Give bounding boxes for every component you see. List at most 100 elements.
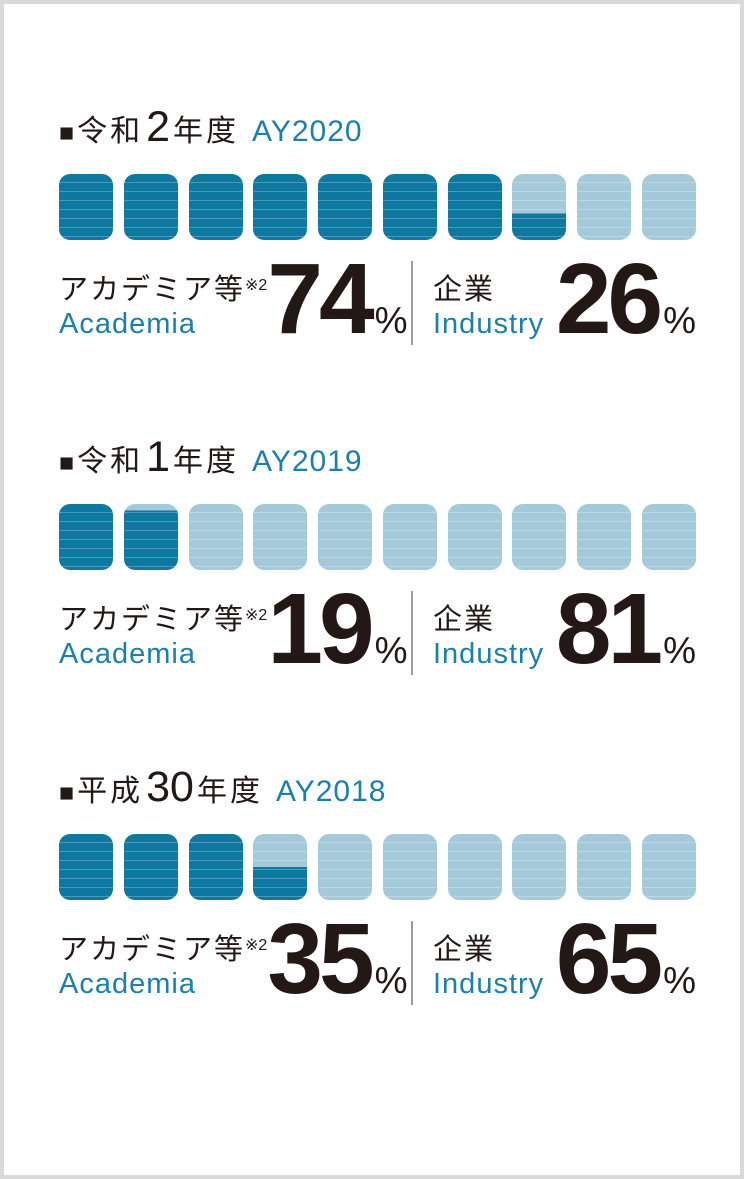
stats-row: アカデミア等※2 Academia 74 % 企業 Industry 26 % — [59, 243, 696, 355]
unit-block — [447, 834, 502, 900]
era-suffix: 年度 — [173, 445, 240, 478]
vertical-divider — [411, 921, 413, 1005]
percent-sign: % — [374, 959, 408, 1001]
footnote-ref: ※2 — [245, 937, 268, 955]
industry-label-en: Industry — [433, 307, 545, 340]
stats-row: アカデミア等※2 Academia 35 % 企業 Industry 65 % — [59, 903, 696, 1015]
academia-label-jp: アカデミア等※2 — [59, 274, 268, 307]
footnote-ref: ※2 — [245, 277, 268, 295]
academia-percent-number: 74 — [267, 243, 374, 355]
academic-year-label: AY2020 — [252, 115, 363, 148]
era-suffix: 年度 — [196, 775, 263, 808]
industry-labels: 企業 Industry — [433, 604, 544, 671]
academia-percent-number: 35 — [267, 903, 374, 1015]
square-bullet-icon: ■ — [59, 779, 75, 807]
unit-block — [318, 834, 373, 900]
era-prefix: 令和 — [77, 445, 144, 478]
academia-stat: アカデミア等※2 Academia 19 % — [59, 573, 411, 685]
percent-sign: % — [663, 299, 696, 341]
square-bullet-icon: ■ — [59, 449, 75, 477]
academia-label-en: Academia — [59, 637, 196, 670]
unit-block — [188, 174, 243, 240]
year-heading: ■ 令和 1 年度 AY2019 — [59, 433, 688, 482]
unit-block — [641, 834, 696, 900]
percent-sign: % — [374, 629, 408, 671]
industry-value: 81 % — [555, 573, 696, 685]
academia-label-en: Academia — [59, 307, 196, 340]
stats-row: アカデミア等※2 Academia 19 % 企業 Industry 81 % — [59, 573, 696, 685]
industry-labels: 企業 Industry — [433, 274, 544, 341]
unit-block — [123, 174, 178, 240]
academia-label-en: Academia — [59, 967, 196, 1000]
unit-block — [318, 174, 373, 240]
industry-label-en: Industry — [433, 637, 545, 670]
academia-label-jp: アカデミア等※2 — [59, 604, 268, 637]
era-prefix: 令和 — [77, 115, 144, 148]
industry-percent-number: 81 — [555, 573, 663, 685]
unit-pictograph-row — [59, 174, 696, 240]
academia-percent-number: 19 — [267, 573, 374, 685]
percent-sign: % — [663, 959, 696, 1001]
unit-block — [188, 504, 243, 570]
unit-block — [577, 504, 632, 570]
academia-labels: アカデミア等※2 Academia — [59, 934, 267, 1001]
academic-year-label: AY2018 — [275, 775, 387, 808]
era-number: 1 — [146, 433, 171, 481]
unit-block — [59, 834, 113, 900]
unit-block — [188, 834, 243, 900]
academia-value: 35 % — [267, 903, 408, 1015]
year-section-ay2018: ■ 平成 30 年度 AY2018 アカデミア等※2 Academia 35 % — [59, 763, 696, 1009]
year-section-ay2020: ■ 令和 2 年度 AY2020 アカデミア等※2 Academia 74 % — [59, 103, 696, 349]
industry-stat: 企業 Industry 26 % — [413, 243, 696, 355]
unit-block — [641, 504, 696, 570]
year-heading: ■ 平成 30 年度 AY2018 — [59, 763, 688, 812]
unit-block — [253, 834, 308, 900]
vertical-divider — [411, 591, 413, 675]
academia-value: 19 % — [267, 573, 408, 685]
industry-stat: 企業 Industry 65 % — [413, 903, 696, 1015]
unit-block — [382, 504, 437, 570]
unit-block — [382, 834, 437, 900]
unit-block — [382, 174, 437, 240]
industry-label-jp: 企業 — [433, 934, 496, 967]
year-heading: ■ 令和 2 年度 AY2020 — [59, 103, 688, 152]
unit-block — [59, 504, 113, 570]
unit-pictograph-row — [59, 834, 696, 900]
academia-stat: アカデミア等※2 Academia 74 % — [59, 243, 411, 355]
unit-block — [123, 504, 178, 570]
academia-value: 74 % — [267, 243, 408, 355]
year-section-ay2019: ■ 令和 1 年度 AY2019 アカデミア等※2 Academia 19 % — [59, 433, 696, 679]
unit-block — [577, 174, 632, 240]
unit-block — [512, 174, 567, 240]
square-bullet-icon: ■ — [59, 119, 75, 147]
industry-stat: 企業 Industry 81 % — [413, 573, 696, 685]
unit-pictograph-row — [59, 504, 696, 570]
unit-block — [447, 504, 502, 570]
era-prefix: 平成 — [77, 775, 144, 808]
academia-labels: アカデミア等※2 Academia — [59, 604, 267, 671]
unit-block — [512, 834, 567, 900]
industry-labels: 企業 Industry — [433, 934, 544, 1001]
unit-block — [123, 834, 178, 900]
industry-value: 26 % — [555, 243, 696, 355]
unit-block — [253, 504, 308, 570]
percent-sign: % — [374, 299, 408, 341]
era-suffix: 年度 — [173, 115, 240, 148]
academia-stat: アカデミア等※2 Academia 35 % — [59, 903, 411, 1015]
industry-percent-number: 65 — [555, 903, 663, 1015]
unit-block — [318, 504, 373, 570]
era-number: 2 — [146, 103, 171, 151]
unit-block — [253, 174, 308, 240]
percent-sign: % — [663, 629, 696, 671]
vertical-divider — [411, 261, 413, 345]
era-number: 30 — [146, 763, 194, 811]
unit-block — [59, 174, 113, 240]
industry-label-jp: 企業 — [433, 274, 496, 307]
unit-block — [447, 174, 502, 240]
footnote-ref: ※2 — [245, 607, 268, 625]
industry-percent-number: 26 — [555, 243, 663, 355]
unit-block — [577, 834, 632, 900]
infographic-canvas: ■ 令和 2 年度 AY2020 アカデミア等※2 Academia 74 % — [4, 4, 740, 1009]
academia-labels: アカデミア等※2 Academia — [59, 274, 267, 341]
